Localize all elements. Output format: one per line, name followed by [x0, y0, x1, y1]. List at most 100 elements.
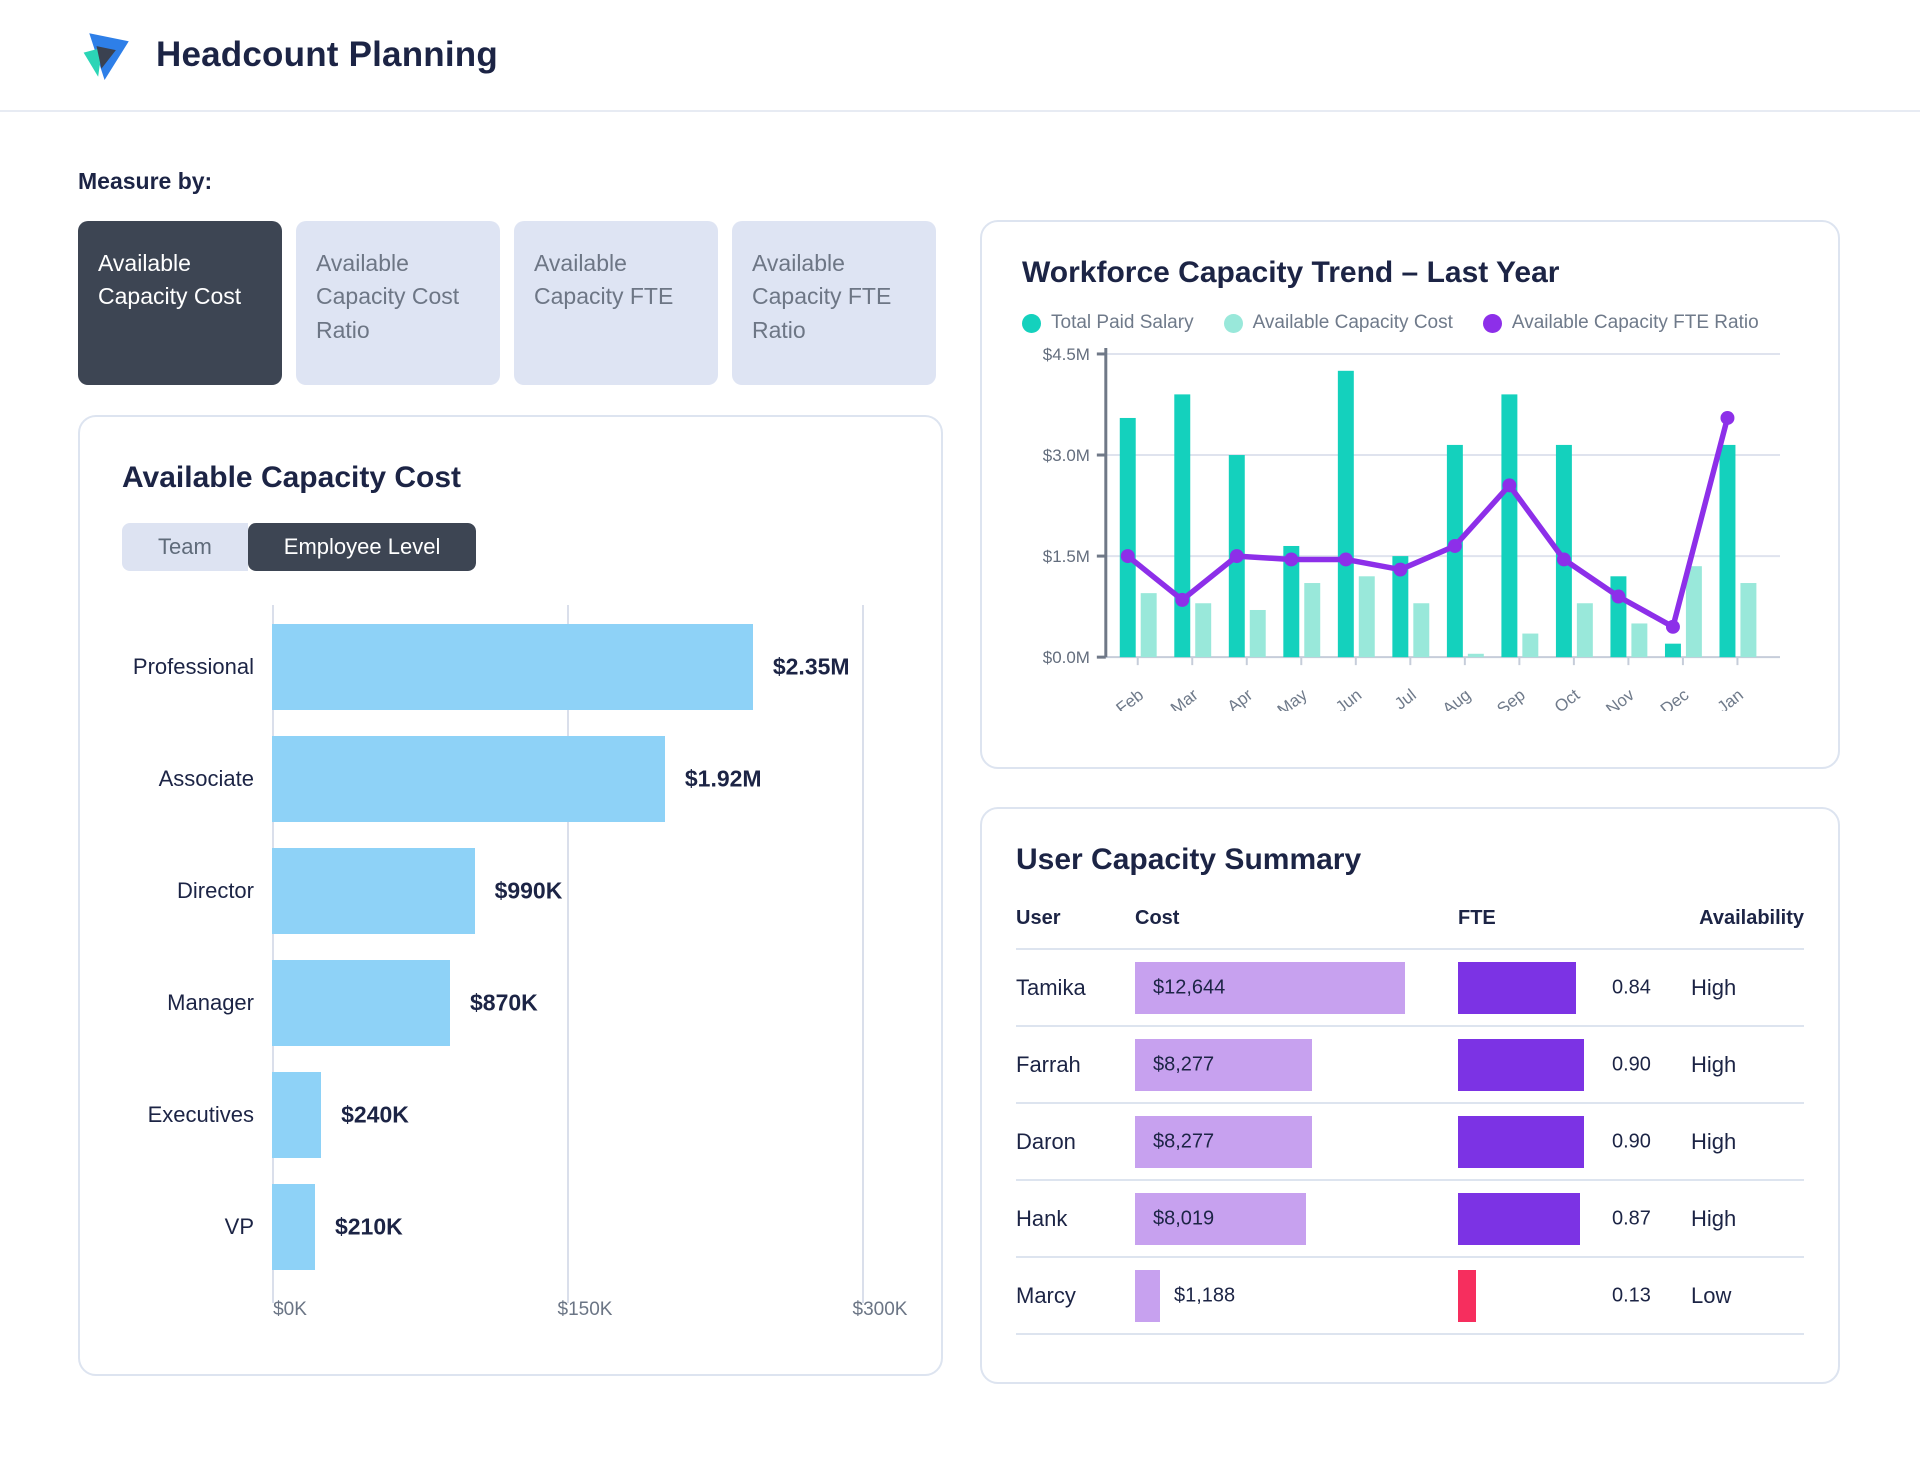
available-capacity-cost-bar	[1359, 576, 1375, 657]
summary-table-header: User Cost FTE Availability	[1016, 907, 1804, 950]
bar-value-label: $870K	[470, 990, 538, 1017]
month-label: Sep	[1493, 685, 1528, 711]
legend-dot-icon	[1224, 314, 1243, 333]
month-label: Jan	[1714, 685, 1747, 711]
availability-badge: Low	[1691, 1283, 1804, 1309]
table-row-marcy: Marcy$1,1880.13Low	[1016, 1258, 1804, 1335]
month-label: Nov	[1602, 685, 1638, 711]
fte-ratio-point	[1175, 593, 1189, 607]
available-capacity-cost-bar	[1631, 623, 1647, 657]
availability-badge: High	[1691, 975, 1804, 1001]
trend-card-title: Workforce Capacity Trend – Last Year	[1022, 256, 1804, 290]
bar-category-label: Associate	[122, 766, 272, 792]
fte-bar	[1458, 1039, 1584, 1091]
fte-ratio-point	[1557, 552, 1571, 566]
bar-value-label: $2.35M	[773, 654, 850, 681]
measure-by-button-1[interactable]: Available Capacity Cost	[78, 221, 282, 385]
toggle-option-team[interactable]: Team	[122, 523, 248, 571]
month-label: Dec	[1657, 685, 1693, 711]
user-name: Farrah	[1016, 1052, 1135, 1078]
total-paid-salary-bar	[1719, 445, 1735, 657]
bar-category-label: Executives	[122, 1102, 272, 1128]
app-logo-icon	[78, 26, 136, 84]
x-tick-0k: $0K	[273, 1299, 307, 1321]
month-label: Jul	[1391, 685, 1420, 711]
bar-category-label: Director	[122, 878, 272, 904]
user-name: Hank	[1016, 1206, 1135, 1232]
legend-item: Total Paid Salary	[1022, 312, 1194, 334]
bar-row-director: Director $990K	[122, 835, 897, 947]
legend-item: Available Capacity Cost	[1224, 312, 1453, 334]
user-name: Tamika	[1016, 975, 1135, 1001]
month-label: Apr	[1224, 685, 1257, 711]
bar-row-associate: Associate$1.92M	[122, 723, 897, 835]
fte-bar	[1458, 1193, 1580, 1245]
page-title: Headcount Planning	[156, 35, 498, 75]
available-capacity-cost-bar	[1413, 603, 1429, 657]
month-label: Oct	[1551, 685, 1584, 711]
toggle-option-employee-level[interactable]: Employee Level	[248, 523, 477, 571]
fte-ratio-point	[1502, 478, 1516, 492]
total-paid-salary-bar	[1610, 576, 1626, 657]
available-capacity-cost-bar	[1250, 610, 1266, 657]
cost-value: $8,019	[1153, 1207, 1214, 1230]
measure-by-button-3[interactable]: Available Capacity FTE	[514, 221, 718, 385]
capacity-cost-x-axis: $0K $150K $300K	[290, 1299, 880, 1325]
month-label: Mar	[1167, 685, 1202, 711]
fte-ratio-point	[1611, 590, 1625, 604]
total-paid-salary-bar	[1665, 644, 1681, 657]
x-tick-150k: $150K	[558, 1299, 613, 1321]
fte-ratio-point	[1230, 549, 1244, 563]
cost-value: $8,277	[1153, 1053, 1214, 1076]
bar-row-executives: Executives$240K	[122, 1059, 897, 1171]
available-capacity-cost-bar	[1522, 634, 1538, 658]
bar-row-professional: Professional $2.35M	[122, 611, 897, 723]
team-employee-toggle: TeamEmployee Level	[122, 523, 476, 571]
bar-row-vp: VP $210K	[122, 1171, 897, 1283]
y-tick-label: $0.0M	[1043, 648, 1090, 667]
legend-label: Available Capacity Cost	[1253, 312, 1453, 334]
measure-by-button-2[interactable]: Available Capacity Cost Ratio	[296, 221, 500, 385]
availability-badge: High	[1691, 1206, 1804, 1232]
fte-bar	[1458, 962, 1576, 1014]
legend-dot-icon	[1483, 314, 1502, 333]
bar-category-label: VP	[122, 1214, 272, 1240]
fte-ratio-point	[1720, 411, 1734, 425]
table-row-farrah: Farrah$8,2770.90High	[1016, 1027, 1804, 1104]
user-capacity-summary-card: User Capacity Summary User Cost FTE Avai…	[980, 807, 1840, 1384]
x-tick-300k: $300K	[853, 1299, 908, 1321]
user-name: Marcy	[1016, 1283, 1135, 1309]
right-column: Workforce Capacity Trend – Last Year Tot…	[980, 220, 1840, 1384]
summary-table-body: Tamika$12,6440.84HighFarrah$8,2770.90Hig…	[1016, 950, 1804, 1335]
cost-value: $1,188	[1174, 1284, 1235, 1307]
column-header-availability: Availability	[1691, 907, 1804, 930]
bar-value-label: $210K	[335, 1214, 403, 1241]
fte-ratio-point	[1448, 539, 1462, 553]
cost-value: $12,644	[1153, 976, 1225, 999]
fte-bar	[1458, 1116, 1584, 1168]
y-tick-label: $4.5M	[1043, 345, 1090, 364]
column-header-fte: FTE	[1458, 907, 1691, 930]
legend-label: Total Paid Salary	[1051, 312, 1194, 334]
measure-by-button-group: Available Capacity CostAvailable Capacit…	[78, 221, 943, 385]
trend-combo-chart: $0.0M$1.5M$3.0M$4.5MFebMarAprMayJunJulAu…	[1022, 340, 1804, 716]
legend-label: Available Capacity FTE Ratio	[1512, 312, 1759, 334]
availability-badge: High	[1691, 1052, 1804, 1078]
column-header-user: User	[1016, 907, 1135, 930]
available-capacity-cost-bar	[1686, 566, 1702, 657]
bar-value-label: $990K	[495, 878, 563, 905]
fte-ratio-point	[1121, 549, 1135, 563]
capacity-cost-bar	[272, 1072, 321, 1158]
capacity-cost-bar	[272, 1184, 315, 1270]
measure-by-button-4[interactable]: Available Capacity FTE Ratio	[732, 221, 936, 385]
app-header: Headcount Planning	[0, 0, 1920, 112]
fte-bar	[1458, 1270, 1476, 1322]
capacity-cost-bar	[272, 960, 450, 1046]
month-label: Aug	[1439, 685, 1474, 711]
month-label: Jun	[1332, 685, 1365, 711]
available-capacity-cost-bar	[1141, 593, 1157, 657]
bar-category-label: Professional	[122, 654, 272, 680]
cost-bar	[1135, 1270, 1160, 1322]
trend-legend: Total Paid Salary Available Capacity Cost…	[1022, 312, 1804, 334]
table-row-tamika: Tamika$12,6440.84High	[1016, 950, 1804, 1027]
